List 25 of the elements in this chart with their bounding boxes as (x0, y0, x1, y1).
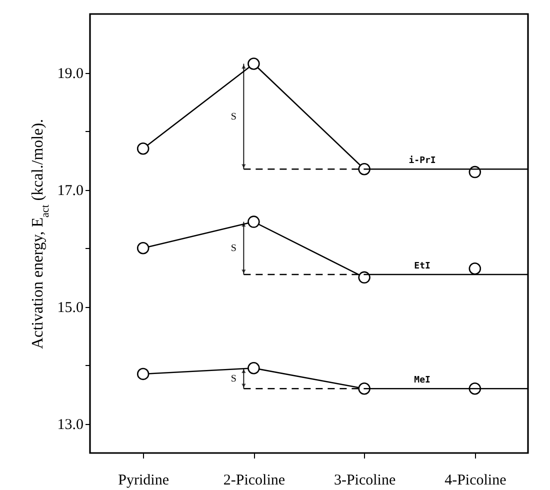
text: i-PrI (408, 155, 436, 166)
x-tick-label: 2-Picoline (223, 472, 286, 488)
point (248, 216, 260, 228)
point (248, 362, 260, 374)
point (136, 142, 150, 155)
point (358, 271, 370, 284)
annotation: S (230, 243, 236, 254)
x-tick-label: Pyridine (118, 472, 170, 488)
point (468, 262, 482, 275)
y-tick-label: 15.0 (57, 300, 84, 316)
point (358, 162, 370, 176)
x-tick-label: 4-Picoline (444, 472, 507, 488)
y-tick-label: 17.0 (57, 183, 84, 200)
point (136, 368, 150, 380)
text: EtI (414, 261, 430, 272)
point (136, 242, 150, 254)
point (358, 382, 370, 395)
text: MeI (414, 376, 430, 386)
y-tick-label: 19.0 (57, 66, 84, 82)
point (248, 58, 260, 70)
annotation: S (230, 111, 236, 122)
x-tick-label: 3-Picoline (334, 472, 396, 488)
annotation: S (230, 373, 236, 384)
point (468, 166, 482, 178)
y-tick-label: 13.0 (57, 417, 84, 434)
